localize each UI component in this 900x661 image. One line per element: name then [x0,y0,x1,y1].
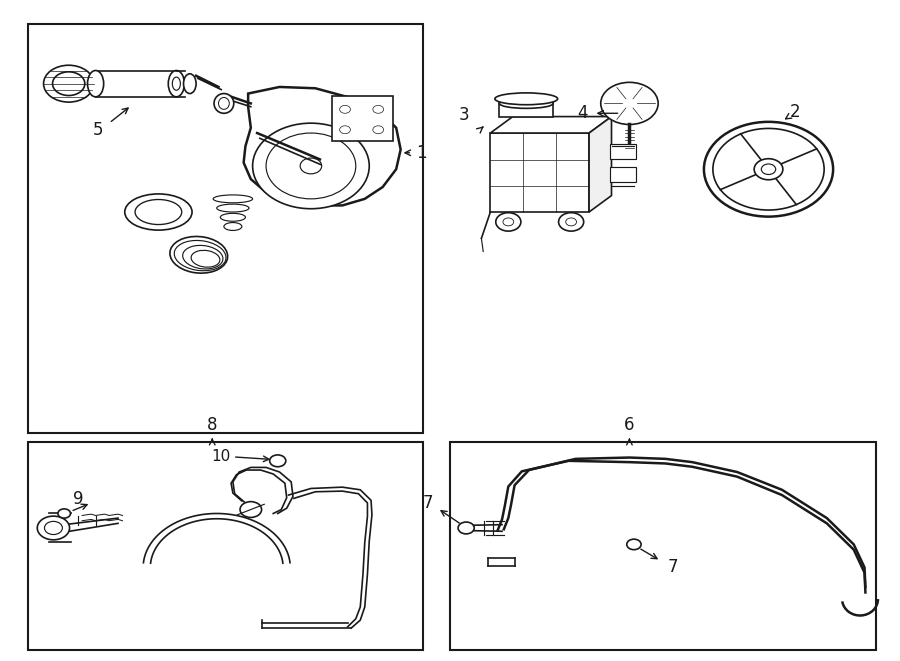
Circle shape [37,516,69,540]
Polygon shape [590,116,611,212]
Ellipse shape [224,223,242,231]
Ellipse shape [500,98,554,108]
Bar [450,442,877,650]
Text: 3: 3 [459,106,470,124]
Ellipse shape [172,77,180,91]
Text: 2: 2 [790,103,801,121]
Circle shape [373,105,383,113]
Text: 10: 10 [211,449,230,465]
Text: 5: 5 [93,121,104,139]
Circle shape [713,128,824,210]
Bar [491,133,590,212]
Circle shape [503,218,514,226]
Ellipse shape [184,74,196,94]
Circle shape [559,213,584,231]
Circle shape [496,213,521,231]
FancyBboxPatch shape [609,167,635,182]
Ellipse shape [213,195,253,203]
Ellipse shape [219,97,230,109]
Ellipse shape [125,194,192,230]
Ellipse shape [217,204,249,212]
Text: 6: 6 [625,416,634,434]
Text: 7: 7 [667,559,678,576]
Bar [500,103,554,116]
Text: 4: 4 [578,104,588,122]
Ellipse shape [87,71,104,97]
Circle shape [270,455,286,467]
Ellipse shape [170,237,228,273]
Ellipse shape [168,71,184,97]
Circle shape [458,522,474,534]
Circle shape [301,158,321,174]
Circle shape [339,126,350,134]
Ellipse shape [214,94,234,113]
Circle shape [566,218,577,226]
Circle shape [339,105,350,113]
Text: 9: 9 [73,490,84,508]
Text: 1: 1 [416,144,427,162]
Circle shape [43,65,94,102]
Circle shape [253,123,369,209]
Ellipse shape [135,200,182,225]
Ellipse shape [495,93,558,104]
Circle shape [761,164,776,175]
Ellipse shape [220,214,246,221]
FancyBboxPatch shape [609,144,635,159]
FancyBboxPatch shape [331,96,393,141]
Text: 8: 8 [207,416,218,434]
Circle shape [600,83,658,124]
Circle shape [754,159,783,180]
Polygon shape [244,87,400,206]
Circle shape [240,502,262,518]
Polygon shape [491,116,611,133]
Bar [28,442,423,650]
Bar [28,24,423,432]
Circle shape [44,522,62,535]
Circle shape [266,133,356,199]
Circle shape [626,539,641,550]
Text: 7: 7 [422,494,433,512]
Circle shape [373,126,383,134]
Circle shape [704,122,833,217]
Circle shape [58,509,70,518]
Circle shape [52,72,85,96]
